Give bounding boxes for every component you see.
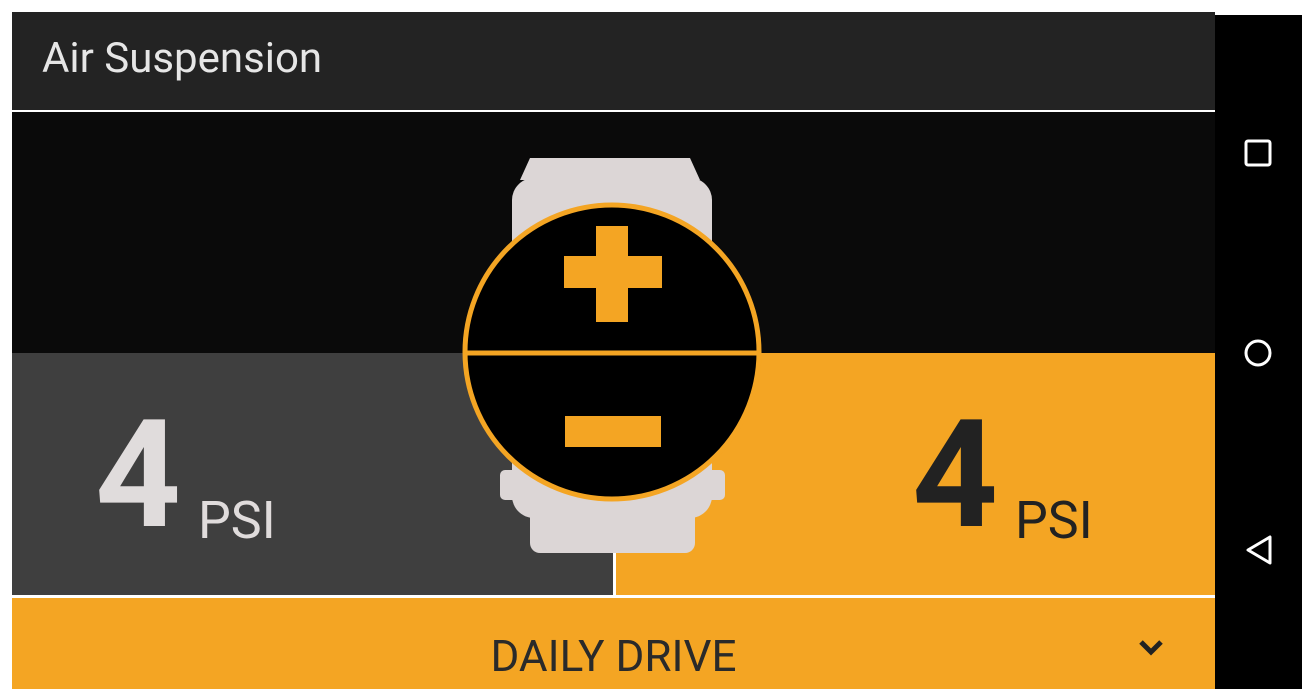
back-button[interactable] xyxy=(1248,537,1270,563)
recents-button[interactable] xyxy=(1246,141,1270,165)
home-button[interactable] xyxy=(1246,341,1270,365)
lower-button[interactable] xyxy=(565,416,661,447)
app: Air Suspension 4 PSI 4 PSI DAILY DRIVE xyxy=(0,0,1302,689)
overlay xyxy=(0,0,1302,689)
